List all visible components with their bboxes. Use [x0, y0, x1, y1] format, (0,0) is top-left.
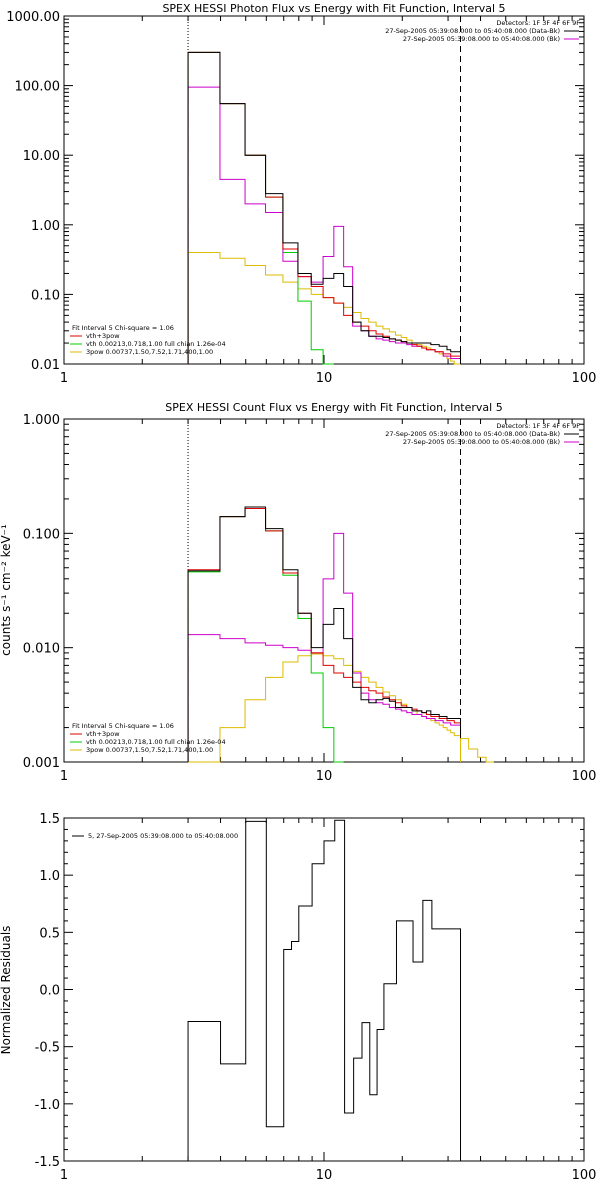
- count-legend-header: Detectors: 1F 3F 4F 6F 9F: [496, 422, 580, 430]
- count-x-tick-label: 10: [316, 769, 333, 784]
- photon-series-line-0: [187, 51, 462, 364]
- count-y-tick-label: 0.100: [23, 527, 60, 542]
- count-fit-legend-entry: vth 0.00213,0.718,1.00 full chian 1.26e-…: [86, 738, 226, 746]
- count-legend-entry: 27-Sep-2005 05:39:08.000 to 05:40:08.000…: [385, 430, 560, 438]
- residuals-y-tick-label: 1.5: [39, 812, 60, 827]
- residuals-y-tick-label: 0.0: [39, 984, 60, 999]
- residuals-plot-area: 1 10 100 -1.5 -1.0 -0.5 0.0 0.5 1.0 1.5 5, 27-Sep-…: [35, 812, 597, 1183]
- photon-x-tick-label: 100: [572, 371, 597, 386]
- photon-y-tick-label: 1.00: [31, 219, 60, 234]
- count-series-line-3: [187, 507, 344, 763]
- photon-axes-frame: [63, 15, 585, 365]
- photon-fit-legend-entry: 3pow 0.00737,1.50,7.52,1.71,400,1.00: [86, 348, 213, 356]
- count-fit-legend-entry: vth+3pow: [86, 730, 120, 738]
- photon-fit-legend-header: Fit Interval 5 Chi-square = 1.06: [72, 324, 174, 332]
- photon-x-tick-label: 10: [316, 371, 333, 386]
- count-flux-panel: SPEX HESSI Count Flux vs Energy with Fit…: [0, 401, 596, 784]
- photon-y-tick-label: 100.00: [15, 80, 61, 95]
- residuals-panel: Normalized Residuals 1 10 100 -1.5 -1.0 -0.5 0…: [0, 812, 596, 1183]
- count-fit-legend-header: Fit Interval 5 Chi-square = 1.06: [72, 722, 174, 730]
- photon-y-tick-label: 0.01: [31, 358, 60, 373]
- photon-y-tick-label: 1000.00: [6, 10, 60, 25]
- residuals-x-tick-label: 100: [572, 1168, 597, 1183]
- count-y-tick-label: 1.000: [23, 413, 60, 428]
- residuals-y-tick-label: 1.0: [39, 869, 60, 884]
- residuals-y-tick-label: 0.5: [39, 926, 60, 941]
- residuals-legend-entry: 5, 27-Sep-2005 05:39:08.000 to 05:40:08.…: [88, 832, 238, 840]
- count-legend-entry: 27-Sep-2005 05:39:08.000 to 05:40:08.000…: [403, 438, 560, 446]
- count-series-tail-0: [460, 738, 494, 763]
- photon-chart-title: SPEX HESSI Photon Flux vs Energy with Fi…: [162, 2, 505, 15]
- count-series-line-1: [187, 507, 462, 762]
- photon-x-tick-label: 1: [60, 371, 68, 386]
- photon-plot-area: 1 10 100 0.01 0.10 1.00 10.00 100.00 1000.00 Dete…: [6, 10, 596, 386]
- residuals-y-tick-label: -0.5: [35, 1041, 60, 1056]
- photon-series-line-3: [187, 51, 334, 365]
- residuals-axes-frame: [63, 817, 585, 1162]
- count-plot-area: 1 10 100 0.001 0.010 0.100 1.000 Detectors: 1F …: [23, 413, 597, 784]
- photon-y-tick-label: 10.00: [23, 149, 60, 164]
- photon-y-tick-label: 0.10: [31, 288, 60, 303]
- count-y-tick-label: 0.010: [23, 642, 60, 657]
- count-axes-frame: [63, 418, 585, 763]
- residuals-y-axis-label: Normalized Residuals: [0, 926, 13, 1055]
- photon-fit-legend-entry: vth+3pow: [86, 332, 120, 340]
- photon-series-line-1: [187, 51, 462, 364]
- count-y-tick-label: 0.001: [23, 756, 60, 771]
- count-y-axis-label: counts s⁻¹ cm⁻² keV⁻¹: [0, 524, 13, 656]
- photon-legend-entry: 27-Sep-2005 05:39:08.000 to 05:40:08.000…: [385, 27, 560, 35]
- residuals-x-tick-label: 10: [316, 1168, 333, 1183]
- residuals-x-tick-label: 1: [60, 1168, 68, 1183]
- residuals-y-tick-label: -1.5: [35, 1155, 60, 1170]
- residuals-series-line-0: [187, 819, 462, 1161]
- count-series-line-2: [187, 532, 462, 762]
- count-series-line-4: [188, 653, 462, 763]
- photon-series-line-4: [187, 252, 461, 365]
- photon-legend-entry: 27-Sep-2005 05:39:08.000 to 05:40:08.000…: [403, 35, 560, 43]
- photon-series-line-2: [187, 86, 462, 364]
- count-x-tick-label: 100: [572, 769, 597, 784]
- photon-fit-legend-entry: vth 0.00213,0.718,1.00 full chian 1.26e-…: [86, 340, 226, 348]
- count-x-tick-label: 1: [60, 769, 68, 784]
- photon-legend-header: Detectors: 1F 3F 4F 6F 9F: [496, 19, 580, 27]
- residuals-y-tick-label: -1.0: [35, 1098, 60, 1113]
- photon-flux-panel: SPEX HESSI Photon Flux vs Energy with Fi…: [6, 2, 596, 386]
- count-fit-legend-entry: 3pow 0.00737,1.50,7.52,1.71,400,1.00: [86, 746, 213, 754]
- count-chart-title: SPEX HESSI Count Flux vs Energy with Fit…: [165, 401, 502, 414]
- count-series-line-0: [187, 506, 462, 762]
